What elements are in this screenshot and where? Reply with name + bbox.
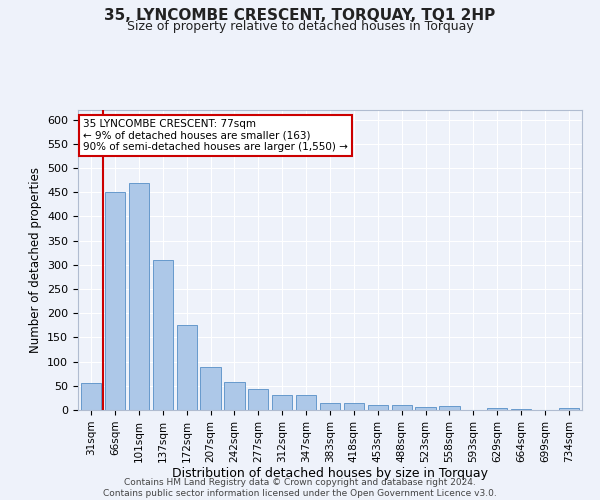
Bar — [105, 192, 125, 410]
Text: 35, LYNCOMBE CRESCENT, TORQUAY, TQ1 2HP: 35, LYNCOMBE CRESCENT, TORQUAY, TQ1 2HP — [104, 8, 496, 22]
Bar — [248, 388, 268, 410]
Bar — [176, 326, 197, 410]
Text: Contains HM Land Registry data © Crown copyright and database right 2024.
Contai: Contains HM Land Registry data © Crown c… — [103, 478, 497, 498]
Bar — [152, 260, 173, 410]
Bar — [439, 406, 460, 410]
Bar — [224, 382, 245, 410]
Bar — [559, 408, 579, 410]
Bar — [200, 368, 221, 410]
Bar — [415, 407, 436, 410]
Bar — [296, 394, 316, 410]
Text: 35 LYNCOMBE CRESCENT: 77sqm
← 9% of detached houses are smaller (163)
90% of sem: 35 LYNCOMBE CRESCENT: 77sqm ← 9% of deta… — [83, 119, 348, 152]
Y-axis label: Number of detached properties: Number of detached properties — [29, 167, 41, 353]
Bar — [392, 405, 412, 410]
Text: Size of property relative to detached houses in Torquay: Size of property relative to detached ho… — [127, 20, 473, 33]
Bar — [320, 403, 340, 410]
Bar — [272, 396, 292, 410]
Bar — [368, 405, 388, 410]
Bar — [81, 384, 101, 410]
X-axis label: Distribution of detached houses by size in Torquay: Distribution of detached houses by size … — [172, 468, 488, 480]
Bar — [129, 182, 149, 410]
Bar — [511, 409, 531, 410]
Bar — [344, 402, 364, 410]
Bar — [487, 408, 508, 410]
